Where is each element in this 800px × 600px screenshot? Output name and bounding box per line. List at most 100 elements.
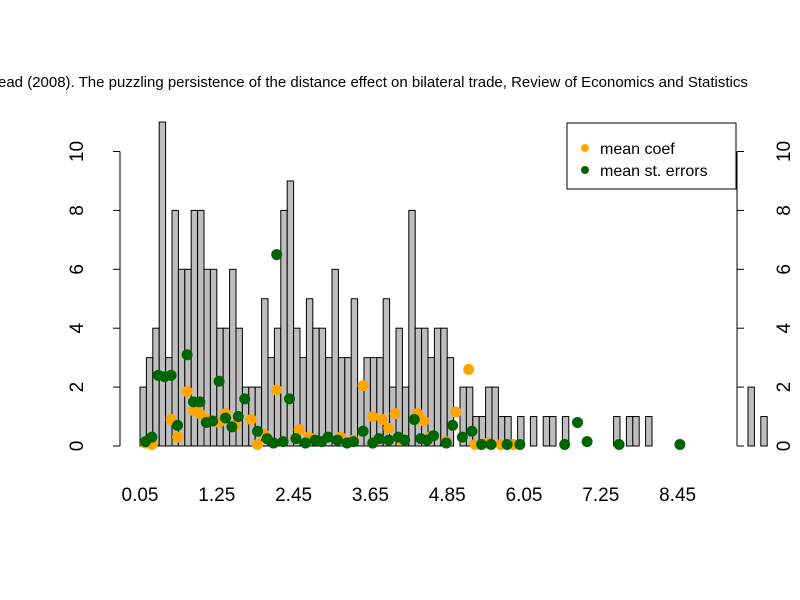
x-tick-label: 7.25 (582, 485, 619, 506)
point-mean-st-errors (456, 431, 468, 443)
legend-box (566, 122, 737, 190)
y-tick-label: 6 (67, 264, 88, 275)
bar (542, 416, 551, 447)
point-mean-st-errors (514, 439, 526, 451)
point-mean-st-errors (213, 375, 225, 387)
bar (350, 298, 359, 447)
bar (382, 298, 391, 447)
legend-label-mean-coef: mean coef (600, 141, 675, 158)
bar (280, 209, 288, 447)
point-mean-st-errors (383, 434, 395, 446)
point-mean-st-errors (559, 439, 571, 451)
x-tick-label: 8.45 (659, 485, 696, 506)
point-mean-st-errors (284, 393, 295, 405)
point-mean-st-errors (428, 430, 439, 442)
bar (357, 386, 365, 447)
bar (446, 357, 455, 447)
y-axis-left: 0 2 4 6 8 10 (67, 141, 121, 452)
y-tick-label: 4 (67, 322, 88, 333)
bar (421, 327, 429, 447)
x-tick-label: 3.65 (352, 485, 389, 506)
point-mean-st-errors (252, 425, 263, 437)
point-mean-st-errors (476, 439, 487, 451)
point-mean-coef (376, 413, 388, 425)
bar (632, 416, 640, 447)
point-mean-st-errors (572, 416, 583, 428)
bar (491, 386, 499, 447)
point-mean-st-errors (485, 439, 497, 451)
point-mean-coef (383, 422, 395, 434)
point-mean-st-errors (399, 434, 411, 446)
point-mean-st-errors (207, 415, 219, 427)
bar (261, 298, 269, 447)
point-mean-st-errors (674, 439, 686, 451)
x-tick-label: 6.05 (506, 485, 543, 506)
x-tick-label: 2.45 (275, 485, 312, 506)
bar (158, 121, 167, 447)
bar (286, 180, 295, 447)
bar (152, 327, 160, 447)
legend-marker-mean-st-errors (581, 166, 589, 174)
x-tick-label: 4.85 (429, 485, 466, 506)
point-mean-st-errors (332, 434, 343, 446)
point-mean-st-errors (613, 439, 625, 451)
chart-title: ead (2008). The puzzling persistence of … (0, 74, 748, 91)
y-tick-label: 0 (774, 441, 795, 452)
point-mean-coef (293, 424, 305, 436)
bar (440, 327, 448, 447)
y-tick-label: 6 (774, 264, 795, 275)
point-mean-st-errors (447, 419, 459, 431)
bar (312, 327, 320, 447)
point-mean-coef (367, 411, 379, 423)
legend-marker-mean-coef (581, 144, 589, 152)
y-tick-label: 2 (67, 382, 88, 393)
bar (305, 298, 314, 447)
bar (344, 357, 352, 447)
point-mean-st-errors (220, 412, 231, 424)
point-mean-coef (271, 384, 283, 396)
bar (331, 268, 339, 447)
point-mean-coef (450, 406, 462, 418)
point-mean-st-errors (194, 396, 206, 408)
point-mean-st-errors (226, 421, 238, 433)
point-mean-st-errors (501, 439, 513, 451)
point-mean-coef (172, 431, 183, 443)
histogram-bars (139, 121, 768, 447)
point-series (140, 249, 686, 451)
bar (369, 357, 378, 447)
bar (529, 416, 538, 447)
y-tick-label: 8 (774, 205, 795, 216)
x-tick-label: 1.25 (198, 485, 235, 506)
point-mean-st-errors (466, 425, 478, 437)
point-mean-coef (418, 415, 430, 427)
point-mean-coef (181, 386, 193, 398)
legend: mean coef mean st. errors (566, 122, 737, 190)
bar (549, 416, 557, 447)
y-tick-label: 2 (774, 382, 795, 393)
bar (318, 327, 327, 447)
point-mean-st-errors (408, 413, 420, 425)
point-mean-coef (252, 439, 263, 451)
point-mean-st-errors (165, 369, 177, 381)
y-tick-label: 0 (67, 441, 88, 452)
point-mean-st-errors (239, 393, 251, 405)
point-mean-st-errors (277, 436, 289, 448)
bar (433, 327, 442, 447)
legend-label-mean-st-errors: mean st. errors (600, 163, 708, 180)
point-mean-coef (389, 408, 401, 420)
x-axis: 0.05 1.25 2.45 3.65 4.85 6.05 7.25 8.45 (122, 485, 697, 506)
bar (376, 357, 384, 447)
point-mean-st-errors (172, 419, 183, 431)
point-mean-coef (245, 413, 257, 425)
point-mean-st-errors (581, 436, 593, 448)
x-tick-label: 0.05 (122, 485, 159, 506)
bar (747, 386, 755, 447)
bar (760, 416, 768, 447)
point-mean-st-errors (348, 436, 359, 448)
point-mean-st-errors (232, 411, 244, 423)
bar (645, 416, 653, 447)
point-mean-st-errors (440, 437, 452, 449)
y-tick-label: 10 (67, 141, 88, 162)
bar (216, 327, 224, 447)
